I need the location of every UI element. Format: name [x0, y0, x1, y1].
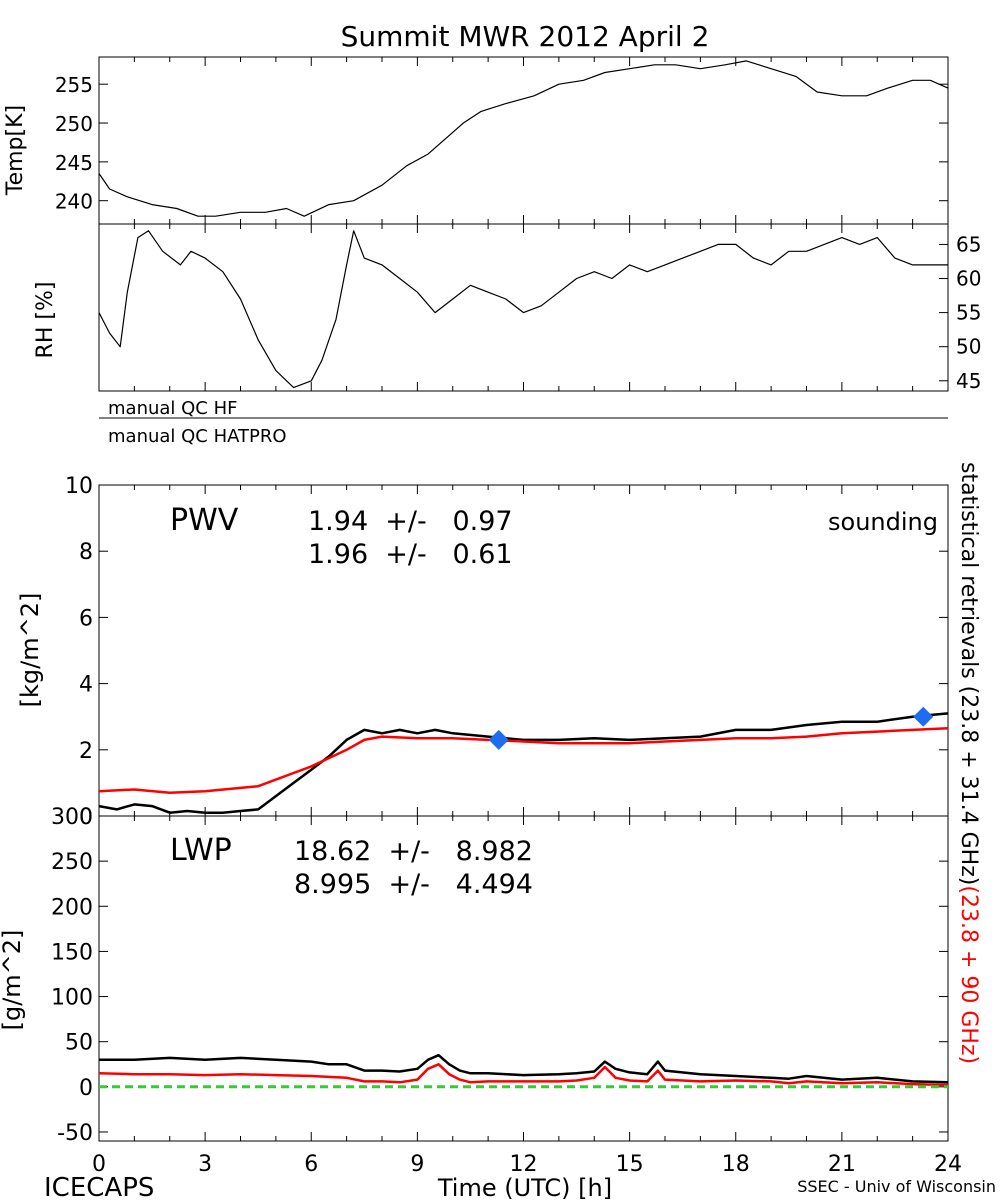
retrieval-side-label-red: (23.8 + 90 GHz): [956, 885, 981, 1064]
lwp-ytick-label: 0: [79, 1076, 93, 1101]
pwv-ytick-label: 6: [79, 606, 93, 631]
footer-right: SSEC - Univ of Wisconsin: [797, 1177, 996, 1196]
rh-ytick-label: 50: [956, 335, 981, 359]
qc-hatpro-label: manual QC HATPRO: [108, 426, 287, 447]
temp-ylabel: Temp[K]: [3, 105, 28, 196]
pwv-ytick-label: 2: [79, 739, 93, 764]
lwp-series-red-line: [98, 1063, 949, 1087]
lwp-ytick-label: 250: [51, 850, 93, 875]
lwp-ytick-label: 300: [51, 805, 93, 830]
pwv-stats-red: 1.96 +/- 0.61: [308, 539, 513, 570]
pwv-ytick-label: 4: [79, 673, 93, 698]
pwv-ytick-label: 8: [79, 540, 93, 565]
lwp-xtick-label: 9: [410, 1152, 424, 1177]
lwp-xtick-label: 12: [510, 1152, 538, 1177]
lwp-ytick-label: 100: [51, 986, 93, 1011]
temp-panel-frame: [98, 56, 949, 225]
temp-ytick-label: 250: [55, 112, 93, 136]
pwv-ylabel: [kg/m^2]: [16, 593, 44, 708]
temp-ytick-label: 245: [55, 151, 93, 175]
lwp-xtick-label: 3: [198, 1152, 212, 1177]
lwp-xtick-label: 0: [92, 1152, 106, 1177]
lwp-xtick-label: 18: [722, 1152, 750, 1177]
pwv-ytick-label: 0: [79, 805, 93, 830]
pwv-sounding-marker: [913, 706, 934, 727]
footer-center: Time (UTC) [h]: [437, 1174, 612, 1200]
rh-ytick-label: 60: [956, 267, 981, 291]
lwp-xtick-label: 15: [616, 1152, 644, 1177]
lwp-series-black-line: [99, 1053, 949, 1084]
lwp-xtick-label: 24: [934, 1152, 962, 1177]
footer-left: ICECAPS: [44, 1173, 154, 1200]
temp-ytick-label: 240: [55, 190, 93, 214]
lwp-ylabel: [g/m^2]: [0, 930, 26, 1031]
lwp-ytick-label: 50: [65, 1031, 93, 1056]
retrieval-side-label-black: statistical retrievals (23.8 + 31.4 GHz): [956, 462, 981, 885]
figure-title: Summit MWR 2012 April 2: [341, 20, 710, 53]
rh-ytick-label: 65: [956, 232, 981, 256]
qc-hf-label: manual QC HF: [108, 398, 237, 419]
pwv-ytick-label: 10: [65, 474, 93, 499]
rh-panel-frame: [98, 223, 949, 392]
lwp-ytick-label: 150: [51, 940, 93, 965]
rh-series-black-line: [98, 230, 948, 389]
temp-ytick-label: 255: [55, 73, 93, 97]
sounding-legend: sounding: [828, 508, 938, 536]
lwp-stats-black: 18.62 +/- 8.982: [294, 836, 533, 867]
pwv-series-red-line: [98, 727, 949, 795]
rh-ylabel: RH [%]: [33, 282, 58, 359]
lwp-stats-red: 8.995 +/- 4.494: [294, 869, 533, 900]
rh-ytick-label: 55: [956, 301, 981, 325]
lwp-xtick-label: 21: [828, 1152, 856, 1177]
pwv-label: PWV: [170, 503, 239, 538]
pwv-sounding-marker: [488, 729, 509, 750]
temp-series-black-line: [98, 60, 949, 217]
pwv-stats-black: 1.94 +/- 0.97: [308, 506, 513, 537]
retrieval-side-label: statistical retrievals (23.8 + 31.4 GHz)…: [956, 462, 981, 1064]
lwp-xtick-label: 6: [304, 1152, 318, 1177]
rh-ytick-label: 45: [956, 369, 981, 393]
lwp-label: LWP: [170, 833, 232, 868]
plot-layer: 24024525025545505560650246810-5005010015…: [51, 57, 981, 1177]
lwp-ytick-label: -50: [57, 1121, 93, 1146]
lwp-ytick-label: 200: [51, 895, 93, 920]
pwv-series-black-line: [98, 712, 949, 814]
